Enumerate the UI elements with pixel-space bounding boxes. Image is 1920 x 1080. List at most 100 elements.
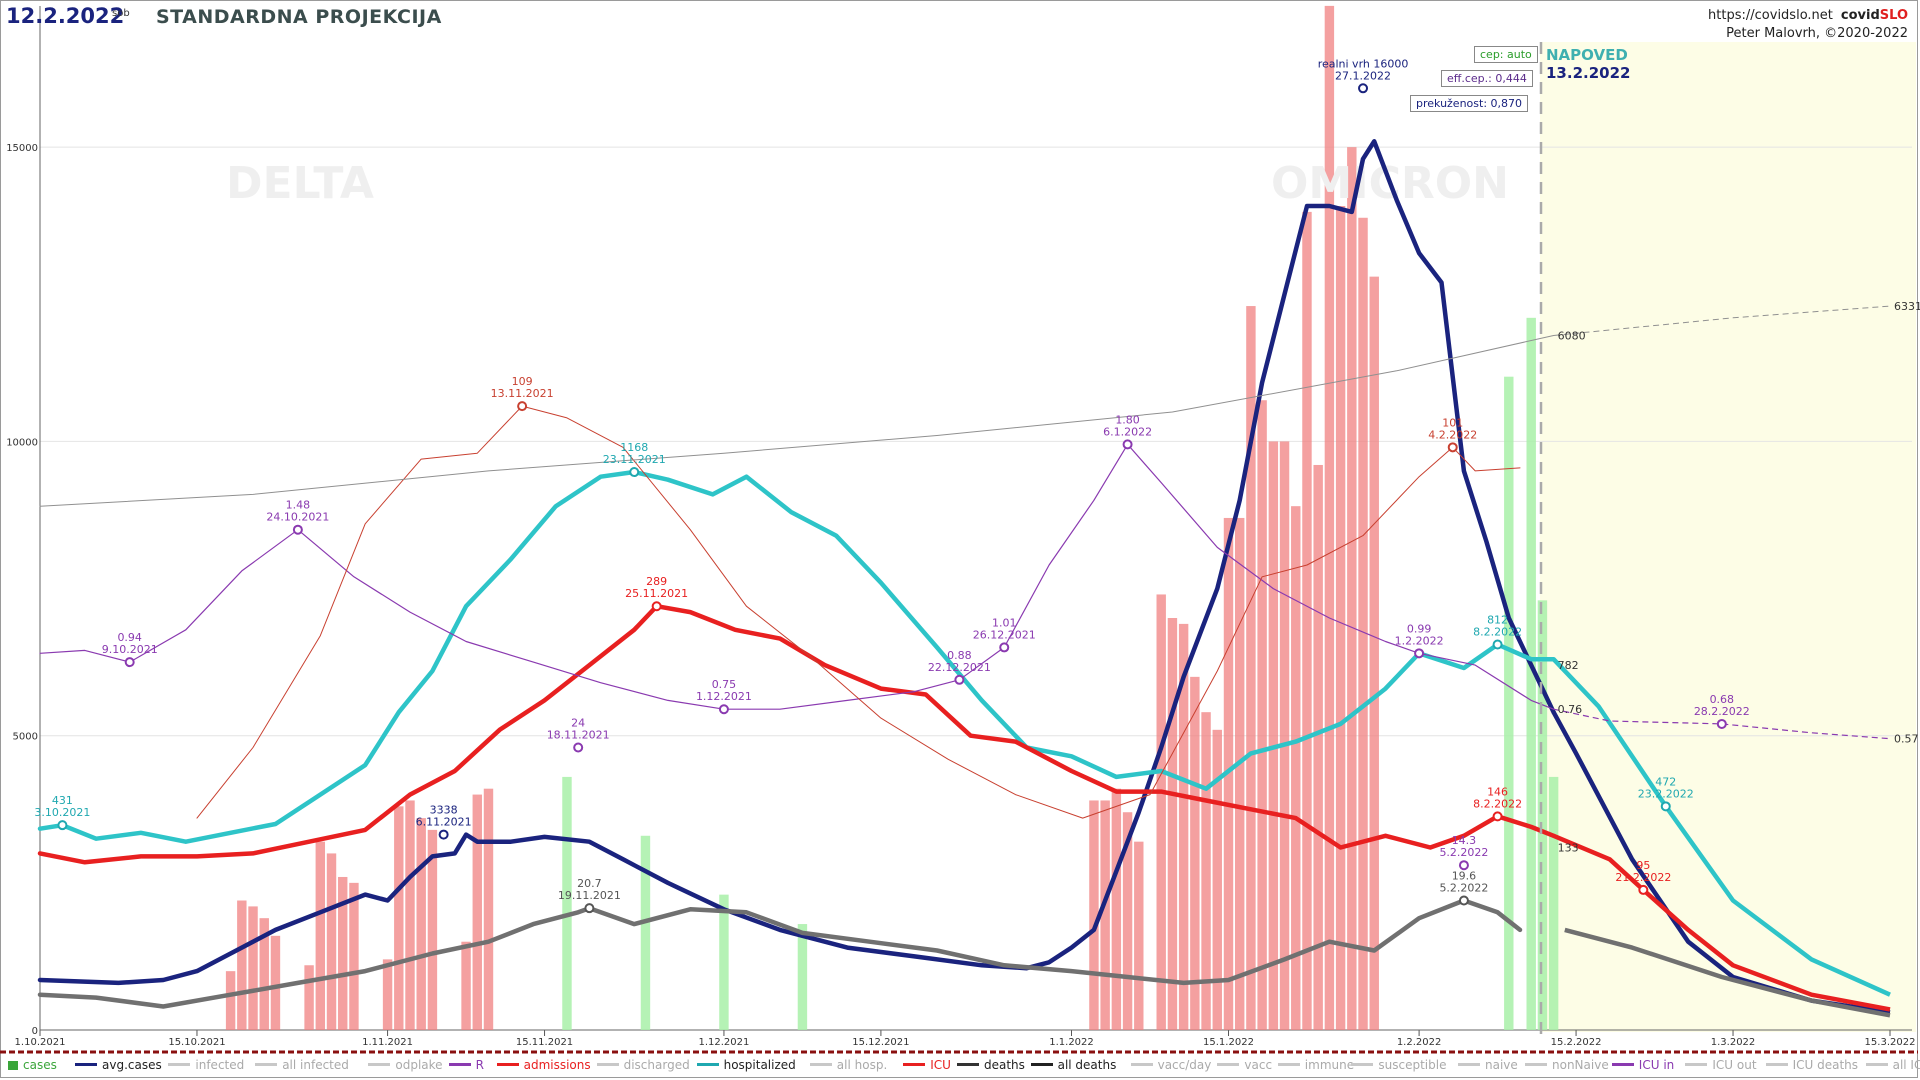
annotation-marker [1458, 895, 1469, 906]
annotation-value: 19.6 [1452, 870, 1477, 883]
series-line-all-infected [39, 335, 1555, 507]
annotation-value: 472 [1655, 775, 1676, 788]
annotation-date: 13.11.2021 [491, 387, 554, 400]
annotation-marker [1638, 884, 1649, 895]
legend-item[interactable]: ICU deaths [1765, 1058, 1859, 1072]
annotation-date: 9.10.2021 [102, 643, 158, 656]
legend-swatch [809, 1063, 832, 1066]
legend-item[interactable]: infected [168, 1058, 244, 1072]
legend-item[interactable]: ICU in [1611, 1058, 1675, 1072]
annotation-marker [1414, 648, 1425, 659]
annotation-date: 3.10.2021 [34, 806, 90, 819]
bar-cases [315, 841, 326, 1030]
legend-item[interactable]: vacc/day [1130, 1058, 1211, 1072]
legend-item[interactable]: ICU [903, 1058, 951, 1072]
bar-cases [1302, 211, 1312, 1030]
bar-cases [1335, 206, 1346, 1030]
annotation-value: 1.48 [286, 499, 311, 512]
projection-title: STANDARDNA PROJEKCIJA [156, 6, 442, 28]
legend-item[interactable]: vacc [1217, 1058, 1272, 1072]
legend-item[interactable]: discharged [596, 1058, 690, 1072]
x-tick-label: 15.1.2022 [1203, 1037, 1254, 1048]
legend-label: admissions [523, 1058, 591, 1072]
bar-cases [349, 882, 359, 1030]
x-tick-label: 1.10.2021 [15, 1037, 66, 1048]
bar-cases [1347, 147, 1357, 1031]
legend-label: nonNaive [1552, 1058, 1609, 1072]
bar-cases [326, 853, 337, 1030]
site-url[interactable]: https://covidslo.net [1708, 8, 1833, 23]
bar-cases [1313, 464, 1323, 1030]
x-tick-label: 1.2.2022 [1397, 1037, 1442, 1048]
legend-swatch [1685, 1063, 1708, 1066]
x-tick-label: 1.3.2022 [1711, 1037, 1756, 1048]
legend-swatch [168, 1063, 191, 1066]
forecast-date: 13.2.2022 [1546, 64, 1631, 82]
eff-cep-box: eff.cep.: 0,444 [1441, 70, 1533, 87]
brand-slo: SLO [1879, 8, 1908, 23]
series-forecast-r [1553, 708, 1891, 740]
annotation-value: 109 [512, 375, 533, 388]
legend-item[interactable]: avg.cases [75, 1058, 162, 1072]
legend-label: ICU [930, 1058, 951, 1072]
legend-item[interactable]: hospitalized [696, 1058, 796, 1072]
bar-cases [1223, 517, 1234, 1030]
legend-item[interactable]: all ICU [1865, 1058, 1920, 1072]
legend-swatch [448, 1063, 471, 1066]
annotation-value: 431 [52, 794, 73, 807]
legend-swatch [255, 1063, 278, 1066]
legend-label: ICU deaths [1792, 1058, 1859, 1072]
legend-item[interactable]: naive [1458, 1058, 1518, 1072]
legend-item[interactable]: cases [8, 1058, 57, 1072]
annotation-marker [629, 467, 640, 478]
legend-item[interactable]: all hosp. [809, 1058, 887, 1072]
annotation-marker [999, 642, 1010, 653]
series-line-deaths [37, 898, 1523, 1009]
legend-item[interactable]: all infected [255, 1058, 349, 1072]
annotation-marker [584, 903, 595, 914]
series-line-hospitalized [37, 469, 1556, 844]
annotation-value: 0.75 [712, 678, 737, 691]
legend-item[interactable]: R [448, 1058, 484, 1072]
legend-swatch [1030, 1063, 1053, 1066]
legend-item[interactable]: odplake [368, 1058, 443, 1072]
legend-item[interactable]: nonNaive [1525, 1058, 1609, 1072]
legend-swatch [496, 1063, 519, 1066]
bar-cases [1358, 217, 1368, 1030]
legend-item[interactable]: admissions [496, 1058, 591, 1072]
legend-item[interactable]: ICU out [1685, 1058, 1757, 1072]
legend-item[interactable]: immune [1277, 1058, 1354, 1072]
bar-cases [1167, 618, 1178, 1030]
annotation-marker [1492, 811, 1503, 822]
legend-item[interactable]: susceptible [1351, 1058, 1446, 1072]
legend-label: all infected [282, 1058, 349, 1072]
annotation-date: 5.2.2022 [1439, 882, 1488, 895]
legend-item[interactable]: deaths [957, 1058, 1025, 1072]
legend: cases avg.cases infected all infected odplak… [0, 1054, 1920, 1078]
prekuzenost-box: prekuženost: 0,870 [1410, 95, 1529, 112]
legend-swatch [957, 1063, 979, 1066]
bar-cases [248, 906, 258, 1030]
site-credit: https://covidslo.net covidSLO [1708, 8, 1908, 23]
annotation-date: 28.2.2022 [1694, 705, 1750, 718]
annotation-date: 23.11.2021 [603, 453, 666, 466]
bar-cases [1279, 441, 1290, 1030]
brand-covid: covid [1840, 8, 1880, 23]
bar-cases [225, 971, 236, 1030]
bar-discharged [1537, 600, 1548, 1030]
annotation-date: 27.1.2022 [1335, 69, 1391, 82]
legend-swatch [1525, 1063, 1547, 1066]
series-line-r [39, 443, 1555, 710]
legend-label: deaths [984, 1058, 1025, 1072]
bar-cases [1156, 594, 1166, 1030]
legend-label: ICU in [1638, 1058, 1675, 1072]
bar-cases [270, 935, 281, 1030]
annotation-date: 8.2.2022 [1473, 797, 1522, 810]
annotation-date: 8.2.2022 [1473, 625, 1522, 638]
end-label: 133 [1558, 842, 1579, 855]
annotation-value: 812 [1487, 613, 1508, 626]
legend-label: susceptible [1378, 1058, 1447, 1072]
annotation-date: 6.11.2021 [416, 816, 472, 829]
legend-item[interactable]: all deaths [1030, 1058, 1116, 1072]
